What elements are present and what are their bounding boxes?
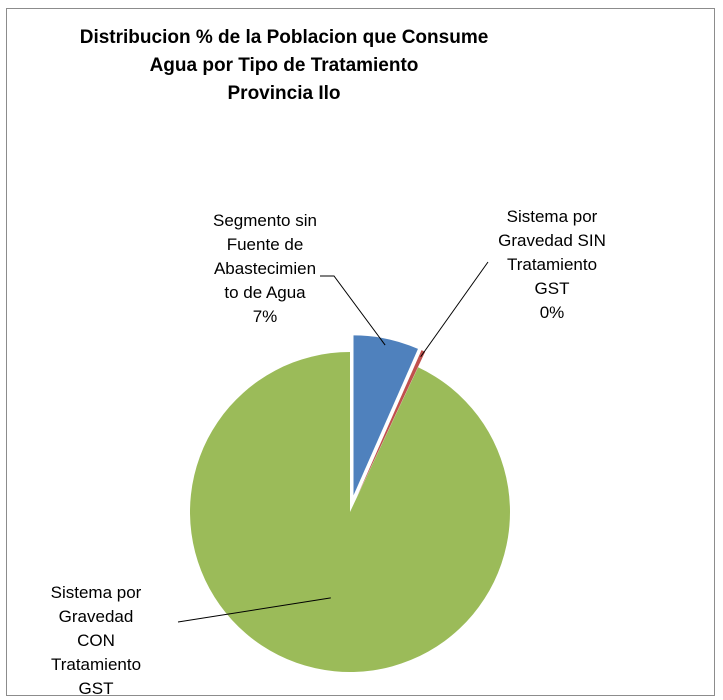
pie-slice-1: [353, 335, 418, 496]
slice-percent-2: 0%: [540, 303, 565, 322]
leader-line-3: [177, 597, 331, 623]
chart-title: Distribucion % de la Poblacion que Consu…: [4, 24, 564, 108]
chart-title-line-3: Provincia Ilo: [227, 83, 341, 104]
pie-slice-3: [190, 352, 511, 672]
leader-line-1: [320, 275, 386, 346]
slice-label-2: Sistema por Gravedad SIN Tratamiento GST 0%: [498, 207, 606, 322]
slice-label-3: Sistema por Gravedad CON Tratamiento GST: [51, 583, 142, 698]
chart-title-line-2: Agua por Tipo de Tratamiento: [149, 55, 419, 76]
pie-slice-2: [357, 350, 426, 497]
slice-label-1: Segmento sin Fuente de Abastecimien to de A…: [213, 211, 317, 326]
slice-percent-1: 7%: [253, 307, 278, 326]
leader-line-2: [420, 261, 489, 358]
chart-title-line-1: Distribucion % de la Poblacion que Consu…: [79, 27, 489, 48]
